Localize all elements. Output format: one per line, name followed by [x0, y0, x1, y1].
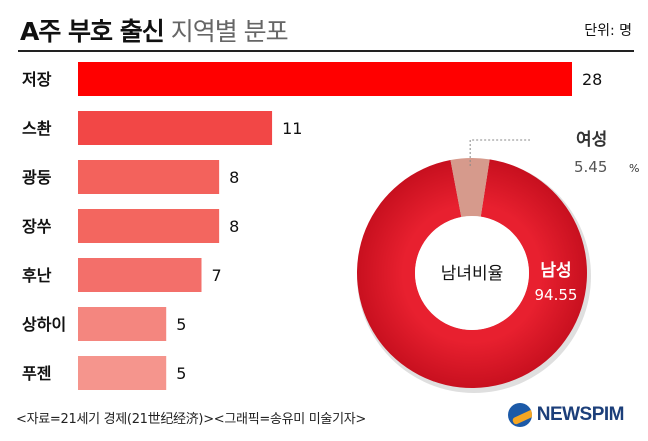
bar-2	[78, 111, 273, 145]
donut-chart: 남녀비율 남성 94.55 여성 5.45%	[356, 130, 639, 393]
category-label: 푸젠	[22, 364, 51, 383]
value-label: 5	[176, 315, 186, 334]
category-label: 후난	[22, 266, 52, 285]
bar-1	[78, 62, 572, 96]
title-rule	[18, 50, 634, 52]
logo-text: NEWSPIM	[536, 404, 625, 425]
category-label: 광둥	[22, 168, 52, 187]
category-label: 저장	[22, 70, 52, 89]
value-label: 8	[229, 217, 239, 236]
title-bold: A주 부호 출신	[20, 17, 165, 46]
source-note: <자료=21세기 경제(21世纪经济)><그래픽=송유미 미술기자>	[16, 412, 367, 427]
donut-hole	[415, 216, 529, 330]
male-value: 94.55	[535, 286, 578, 304]
newspim-logo-icon	[507, 403, 532, 427]
bar-3	[78, 160, 220, 194]
slice-female	[450, 158, 490, 218]
donut-center-label: 남녀비율	[441, 264, 504, 284]
female-leader-line	[469, 139, 530, 167]
male-label: 남성	[540, 261, 571, 281]
chart-title: A주 부호 출신 지역별 분포	[20, 12, 289, 48]
value-label: 7	[212, 266, 222, 285]
bar-5	[78, 258, 202, 292]
bar-7	[78, 356, 167, 390]
unit-label: 단위: 명	[584, 23, 632, 39]
female-value: 5.45	[574, 158, 607, 176]
title-light: 지역별 분포	[170, 17, 289, 46]
bar-6	[78, 307, 167, 341]
value-label: 8	[229, 168, 239, 187]
category-label: 스촨	[22, 119, 52, 138]
value-label: 5	[176, 364, 186, 383]
category-label: 상하이	[22, 315, 66, 334]
value-label: 11	[282, 119, 302, 138]
newspim-logo: NEWSPIM	[507, 403, 625, 427]
value-label: 28	[582, 70, 602, 89]
female-label: 여성	[576, 130, 607, 150]
percent-unit: %	[629, 162, 639, 175]
bar-series: 저장 28 스촨 11 광둥 8 장쑤 8 후난 7 상하이 5 푸젠 5	[22, 62, 602, 390]
slice-male	[356, 159, 587, 388]
bar-4	[78, 209, 220, 243]
category-label: 장쑤	[22, 217, 52, 236]
